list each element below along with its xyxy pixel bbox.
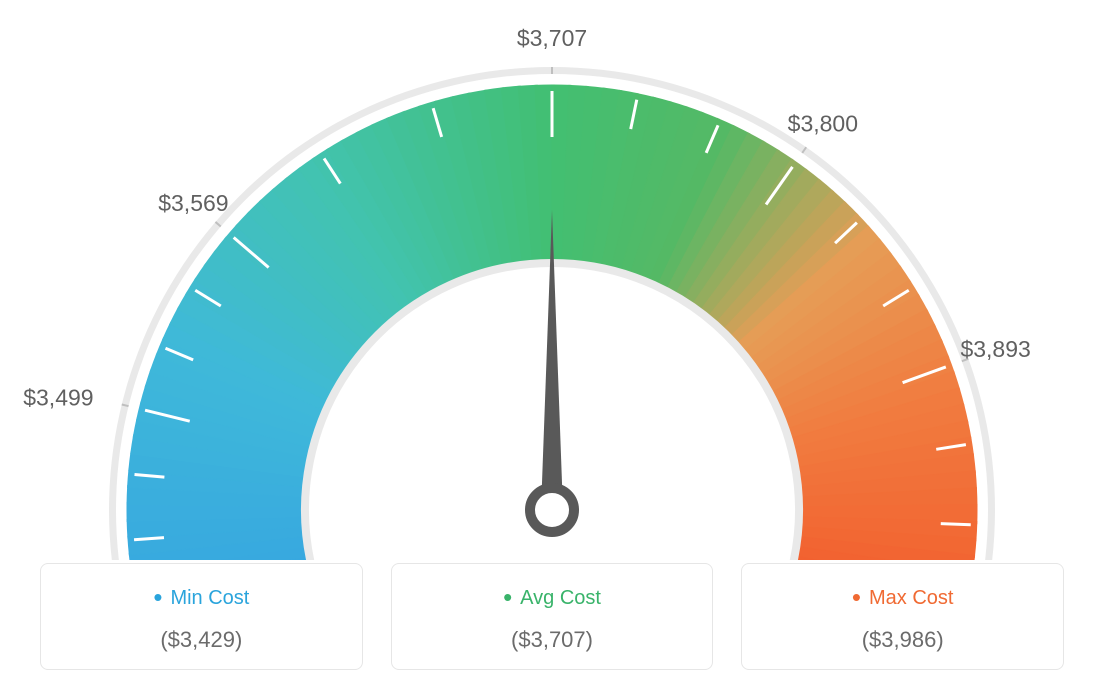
legend-value-avg: ($3,707) [402, 627, 703, 653]
legend-value-min: ($3,429) [51, 627, 352, 653]
gauge-chart-container: $3,429$3,499$3,569$3,707$3,800$3,893$3,9… [0, 0, 1104, 690]
legend-value-max: ($3,986) [752, 627, 1053, 653]
cost-gauge: $3,429$3,499$3,569$3,707$3,800$3,893$3,9… [0, 0, 1104, 560]
legend-title-min: Min Cost [51, 582, 352, 613]
legend-card-min: Min Cost ($3,429) [40, 563, 363, 670]
legend-row: Min Cost ($3,429) Avg Cost ($3,707) Max … [0, 563, 1104, 670]
legend-title-avg: Avg Cost [402, 582, 703, 613]
legend-title-max: Max Cost [752, 582, 1053, 613]
legend-card-max: Max Cost ($3,986) [741, 563, 1064, 670]
gauge-area: $3,429$3,499$3,569$3,707$3,800$3,893$3,9… [0, 0, 1104, 560]
gauge-tick-label: $3,499 [23, 385, 93, 411]
gauge-tick-label: $3,800 [788, 110, 858, 136]
gauge-tick-label: $3,893 [960, 336, 1030, 362]
legend-card-avg: Avg Cost ($3,707) [391, 563, 714, 670]
gauge-tick-label: $3,707 [517, 25, 587, 51]
gauge-pivot [530, 488, 574, 532]
gauge-tick-label: $3,569 [158, 190, 228, 216]
